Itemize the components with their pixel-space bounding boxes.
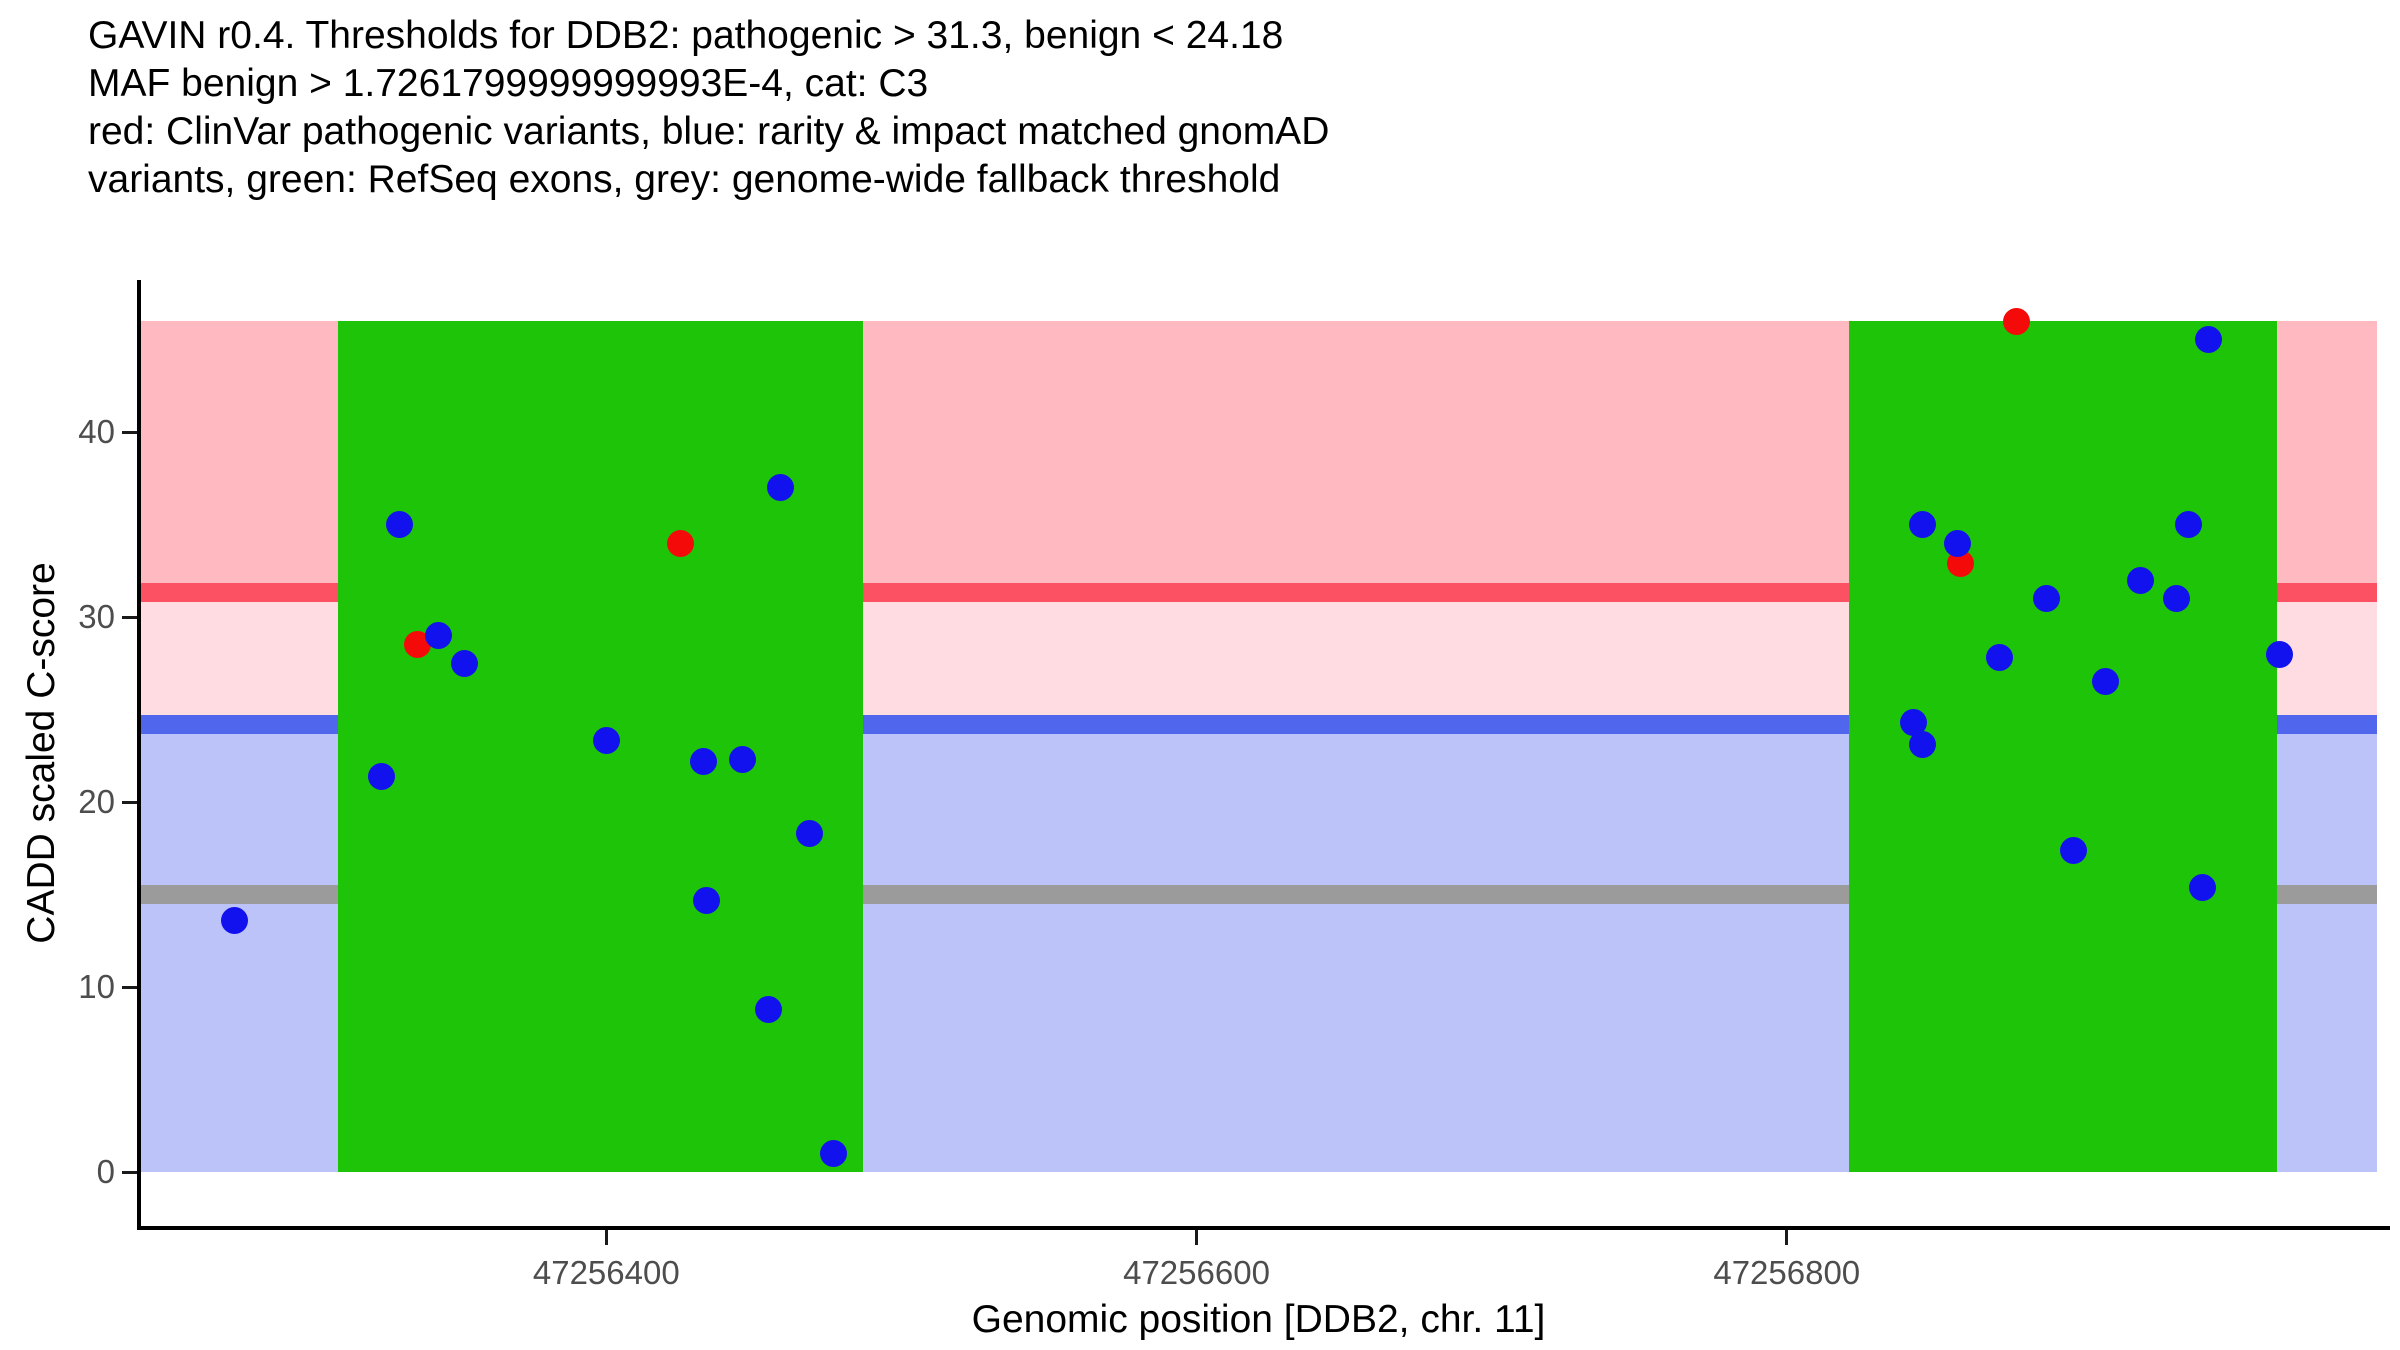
y-axis-tick-label: 30 (78, 598, 115, 635)
x-axis-line (137, 1226, 2390, 1230)
gnomad-matched-point (386, 511, 414, 538)
y-axis-tick-label: 0 (96, 1153, 115, 1190)
gnomad-matched-point (690, 747, 718, 775)
y-axis-tick-label: 20 (78, 783, 115, 820)
gnomad-matched-point (368, 762, 396, 790)
gnomad-matched-point (728, 745, 756, 773)
y-axis-tick (122, 615, 137, 619)
x-axis-tick-label: 47256600 (1123, 1254, 1270, 1291)
gnomad-matched-point (2189, 873, 2217, 901)
clinvar-pathogenic-point (2003, 307, 2031, 335)
plot-title-line-3: red: ClinVar pathogenic variants, blue: … (88, 110, 1330, 153)
y-axis-tick-label: 10 (78, 968, 115, 1005)
gnomad-matched-point (1944, 529, 1972, 557)
y-axis-tick (122, 1170, 137, 1174)
y-axis-line (137, 280, 141, 1230)
gnomad-matched-point (1985, 644, 2013, 672)
x-axis-tick (1195, 1230, 1199, 1245)
gnomad-matched-point (693, 886, 721, 914)
gnomad-matched-point (755, 995, 783, 1023)
gnomad-matched-point (220, 906, 248, 934)
gnomad-matched-point (1909, 511, 1937, 538)
gnomad-matched-point (766, 474, 794, 501)
gnomad-matched-point (2127, 566, 2155, 594)
x-axis-tick (604, 1230, 608, 1245)
x-axis-tick-label: 47256400 (532, 1254, 680, 1291)
gnomad-matched-point (2059, 836, 2087, 864)
gnomad-matched-point (796, 819, 824, 847)
x-axis-tick (1785, 1230, 1789, 1245)
gnomad-matched-point (2032, 585, 2060, 612)
x-axis-title: Genomic position [DDB2, chr. 11] (971, 1298, 1546, 1341)
plot-title-line-1: GAVIN r0.4. Thresholds for DDB2: pathoge… (88, 14, 1284, 57)
y-axis-tick (122, 800, 137, 804)
y-axis-tick-label: 40 (78, 413, 115, 450)
gnomad-matched-point (2091, 668, 2119, 696)
gnomad-matched-point (2266, 640, 2294, 668)
plot-title-line-4: variants, green: RefSeq exons, grey: gen… (88, 158, 1281, 201)
gnomad-matched-point (424, 622, 452, 649)
gnomad-matched-point (592, 727, 620, 755)
gnomad-matched-point (2195, 326, 2223, 353)
y-axis-tick (122, 430, 137, 434)
gnomad-matched-point (1909, 731, 1937, 759)
gnomad-matched-point (820, 1140, 848, 1167)
gnomad-matched-point (2174, 511, 2202, 538)
clinvar-pathogenic-point (666, 529, 694, 557)
gnomad-matched-point (2162, 585, 2190, 612)
gnomad-matched-point (451, 649, 479, 677)
y-axis-tick (122, 985, 137, 989)
plot-title-line-2: MAF benign > 1.7261799999999993E-4, cat:… (88, 62, 929, 105)
x-axis-tick-label: 47256800 (1713, 1254, 1861, 1291)
